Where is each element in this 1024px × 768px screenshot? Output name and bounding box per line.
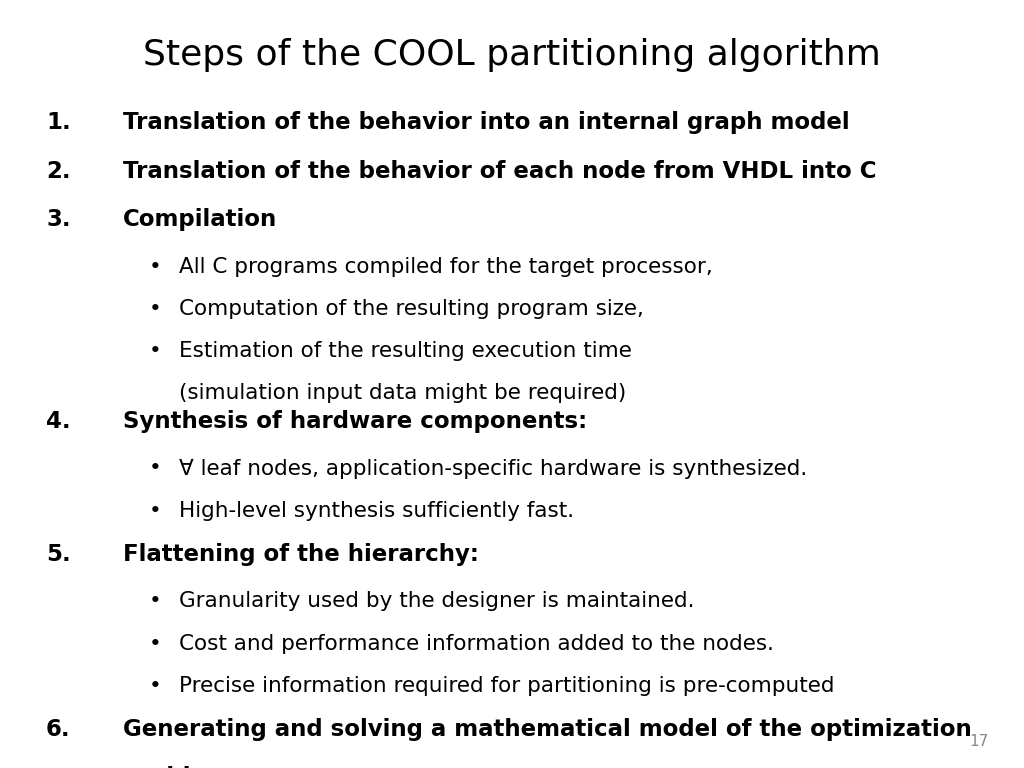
Text: 4.: 4. [46, 410, 71, 433]
Text: ∀ leaf nodes, application-specific hardware is synthesized.: ∀ leaf nodes, application-specific hardw… [179, 458, 808, 478]
Text: Granularity used by the designer is maintained.: Granularity used by the designer is main… [179, 591, 694, 611]
Text: Translation of the behavior into an internal graph model: Translation of the behavior into an inte… [123, 111, 850, 134]
Text: 6.: 6. [46, 718, 71, 741]
Text: (simulation input data might be required): (simulation input data might be required… [179, 383, 627, 403]
Text: 2.: 2. [46, 160, 71, 183]
Text: Precise information required for partitioning is pre-computed: Precise information required for partiti… [179, 676, 835, 696]
Text: High-level synthesis sufficiently fast.: High-level synthesis sufficiently fast. [179, 501, 574, 521]
Text: •: • [148, 501, 161, 521]
Text: •: • [148, 634, 161, 654]
Text: •: • [148, 591, 161, 611]
Text: Cost and performance information added to the nodes.: Cost and performance information added t… [179, 634, 774, 654]
Text: All C programs compiled for the target processor,: All C programs compiled for the target p… [179, 257, 713, 276]
Text: 17: 17 [969, 733, 988, 749]
Text: Computation of the resulting program size,: Computation of the resulting program siz… [179, 299, 644, 319]
Text: Translation of the behavior of each node from VHDL into C: Translation of the behavior of each node… [123, 160, 877, 183]
Text: 1.: 1. [46, 111, 71, 134]
Text: problem:: problem: [123, 766, 239, 768]
Text: Steps of the COOL partitioning algorithm: Steps of the COOL partitioning algorithm [143, 38, 881, 72]
Text: Estimation of the resulting execution time: Estimation of the resulting execution ti… [179, 341, 632, 361]
Text: Compilation: Compilation [123, 208, 278, 231]
Text: 5.: 5. [46, 543, 71, 566]
Text: 3.: 3. [46, 208, 71, 231]
Text: •: • [148, 341, 161, 361]
Text: •: • [148, 458, 161, 478]
Text: •: • [148, 257, 161, 276]
Text: Flattening of the hierarchy:: Flattening of the hierarchy: [123, 543, 479, 566]
Text: Synthesis of hardware components:: Synthesis of hardware components: [123, 410, 587, 433]
Text: •: • [148, 299, 161, 319]
Text: •: • [148, 676, 161, 696]
Text: Generating and solving a mathematical model of the optimization: Generating and solving a mathematical mo… [123, 718, 972, 741]
